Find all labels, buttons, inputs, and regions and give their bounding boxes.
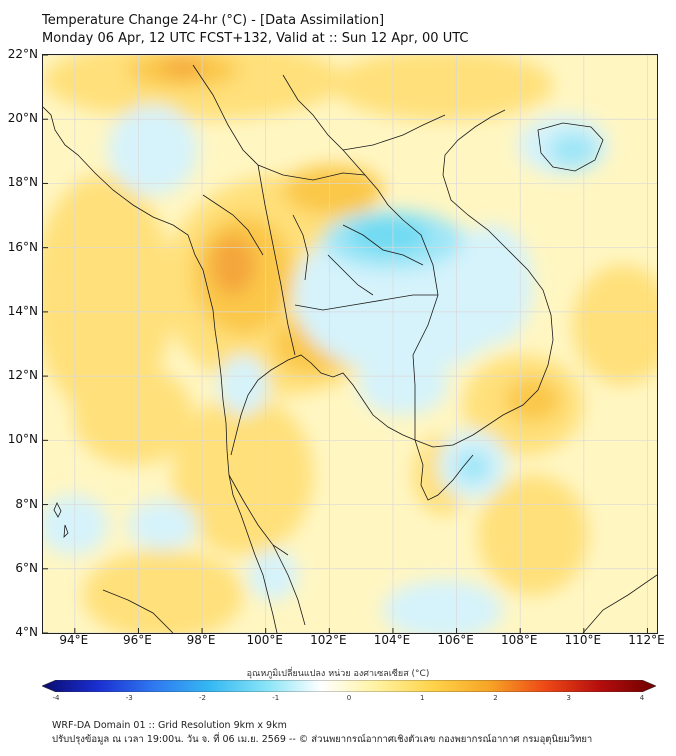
colorbar-title: อุณหภูมิเปลี่ยนแปลง หน่วย องศาเซลเซียส (… bbox=[246, 669, 430, 679]
cool-area bbox=[358, 355, 448, 415]
coastline bbox=[582, 574, 657, 633]
lat-label: 20°N bbox=[7, 111, 38, 126]
coastlines-and-borders bbox=[43, 64, 657, 633]
warm-area bbox=[505, 378, 561, 422]
warm-area bbox=[43, 175, 173, 415]
map-frame[interactable] bbox=[42, 54, 658, 634]
border bbox=[342, 114, 446, 151]
warm-area bbox=[211, 235, 255, 295]
coastline bbox=[63, 524, 69, 539]
map-title: Temperature Change 24-hr (°C) - [Data As… bbox=[42, 13, 385, 28]
colorbar-tick: -1 bbox=[272, 694, 280, 702]
lon-label: 108°E bbox=[500, 633, 538, 647]
map-subtitle: Monday 06 Apr, 12 UTC FCST+132, Valid at… bbox=[42, 31, 469, 46]
warm-area bbox=[173, 395, 313, 555]
lon-label: 112°E bbox=[628, 633, 665, 647]
warm-area bbox=[478, 475, 588, 595]
lon-label: 96°E bbox=[123, 633, 152, 647]
lon-label: 104°E bbox=[373, 633, 411, 647]
coastline bbox=[537, 122, 604, 172]
colorbar-tick: 3 bbox=[566, 694, 571, 702]
border bbox=[294, 294, 438, 311]
footer-line-1: WRF-DA Domain 01 :: Grid Resolution 9km … bbox=[52, 720, 287, 731]
footer-line-2: ปรับปรุงข้อมูล ณ เวลา 19:00น. วัน จ. ที่… bbox=[52, 734, 593, 745]
warm-area bbox=[73, 365, 193, 465]
cool-area bbox=[548, 132, 598, 168]
lon-ticks bbox=[74, 628, 648, 633]
lat-label: 4°N bbox=[15, 625, 38, 639]
coastline bbox=[53, 502, 62, 518]
lat-lon-grid bbox=[43, 55, 657, 633]
cool-area bbox=[218, 355, 268, 415]
cool-area bbox=[43, 495, 108, 555]
coastline bbox=[230, 354, 416, 456]
border bbox=[202, 194, 264, 256]
lon-label: 98°E bbox=[186, 633, 216, 647]
lat-label: 10°N bbox=[7, 432, 38, 447]
colorbar-fill bbox=[42, 680, 656, 692]
coastline bbox=[414, 109, 554, 448]
coastline bbox=[414, 439, 474, 501]
warm-area bbox=[83, 550, 243, 633]
colorbar-tick: -4 bbox=[52, 694, 60, 702]
lat-label: 6°N bbox=[15, 560, 38, 575]
lat-label: 12°N bbox=[7, 368, 38, 383]
cool-area bbox=[453, 225, 533, 345]
cool-area bbox=[108, 105, 198, 195]
border bbox=[282, 74, 366, 176]
cool-area bbox=[348, 217, 428, 253]
temperature-change-map[interactable] bbox=[43, 55, 657, 633]
warm-area bbox=[283, 165, 383, 215]
cool-area bbox=[128, 500, 198, 550]
border bbox=[228, 474, 289, 556]
border bbox=[342, 224, 424, 266]
border bbox=[272, 544, 306, 626]
lon-label: 100°E bbox=[246, 633, 283, 647]
colorbar-tick: 1 bbox=[420, 694, 425, 702]
border bbox=[192, 64, 439, 440]
lat-label: 16°N bbox=[7, 239, 38, 254]
lat-label: 8°N bbox=[15, 496, 38, 511]
lon-label: 106°E bbox=[437, 633, 474, 647]
lon-label: 94°E bbox=[59, 633, 89, 647]
cool-area bbox=[383, 580, 503, 633]
warm-area bbox=[573, 265, 657, 385]
coastline bbox=[43, 106, 278, 633]
warm-area bbox=[333, 55, 553, 120]
cool-area bbox=[455, 451, 491, 483]
coastline bbox=[102, 589, 174, 633]
warm-area bbox=[161, 58, 205, 76]
colorbar-tick: -3 bbox=[125, 694, 133, 702]
lat-label: 22°N bbox=[7, 47, 38, 61]
colorbar-tick: 0 bbox=[346, 694, 352, 702]
colorbar-tick: 4 bbox=[639, 694, 645, 702]
border bbox=[257, 164, 296, 356]
colorbar bbox=[42, 680, 656, 692]
border bbox=[327, 254, 374, 296]
lon-label: 102°E bbox=[310, 633, 347, 647]
lat-label: 14°N bbox=[7, 303, 38, 318]
lat-label: 18°N bbox=[7, 175, 38, 190]
colorbar-tick: -2 bbox=[199, 694, 206, 702]
colorbar-tick: 2 bbox=[493, 694, 498, 702]
border bbox=[292, 214, 309, 281]
lat-ticks bbox=[43, 55, 48, 633]
lon-label: 110°E bbox=[564, 633, 602, 647]
cool-area bbox=[248, 550, 298, 600]
